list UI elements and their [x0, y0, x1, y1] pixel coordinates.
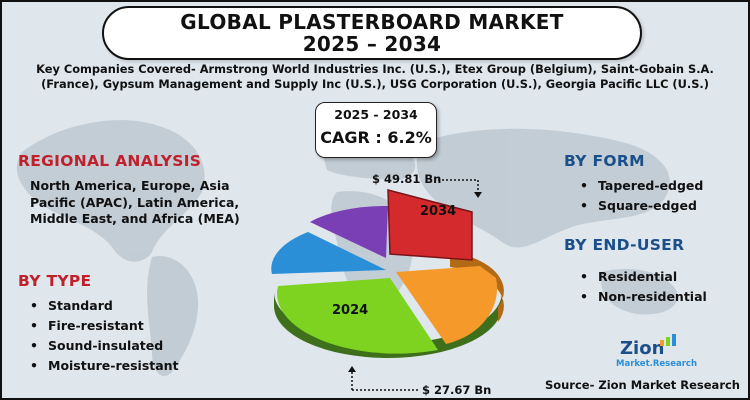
zion-logo-graphic: Zion Market.Research	[616, 334, 697, 369]
list-item: Square-edged	[580, 196, 703, 216]
by-form-list: Tapered-edged Square-edged	[580, 176, 703, 216]
title-line-2: 2025 – 2034	[302, 32, 442, 56]
callout-arrow-2034	[438, 179, 482, 198]
market-pie-graphic: 2034 2024	[271, 189, 504, 358]
list-item: Non-residential	[580, 287, 707, 307]
svg-text:Zion: Zion	[620, 338, 664, 359]
regional-analysis-heading: REGIONAL ANALYSIS	[18, 152, 202, 170]
callout-arrow-2024	[348, 366, 418, 391]
cagr-box: 2025 - 2034 CAGR : 6.2%	[315, 102, 437, 158]
svg-text:Market.Research: Market.Research	[616, 359, 697, 369]
by-form-heading: BY FORM	[564, 152, 645, 170]
cagr-period: 2025 - 2034	[334, 107, 418, 122]
zion-logo: Zion Market.Research	[612, 334, 698, 370]
by-type-heading: BY TYPE	[18, 272, 92, 290]
by-end-user-list: Residential Non-residential	[580, 267, 707, 307]
list-item: Sound-insulated	[30, 336, 179, 356]
list-item: Residential	[580, 267, 707, 287]
list-item: Moisture-resistant	[30, 356, 179, 376]
regional-analysis-text: North America, Europe, Asia Pacific (APA…	[30, 178, 240, 226]
pie-slice-red	[388, 190, 472, 260]
value-2034-callout: $ 49.81 Bn	[372, 172, 442, 186]
by-end-user-heading: BY END-USER	[564, 236, 685, 254]
cagr-value: CAGR : 6.2%	[320, 128, 432, 147]
pie-label-2034: 2034	[420, 204, 456, 219]
pie-slice-purple	[310, 205, 388, 258]
list-item: Fire-resistant	[30, 316, 179, 336]
source-text: Source- Zion Market Research	[544, 378, 740, 392]
value-2024-callout: $ 27.67 Bn	[422, 383, 492, 397]
by-type-list: Standard Fire-resistant Sound-insulated …	[30, 296, 179, 376]
key-companies-text: Key Companies Covered- Armstrong World I…	[36, 62, 714, 91]
pie-slice-green	[277, 278, 438, 354]
pie-label-2024: 2024	[332, 303, 368, 318]
title-banner: GLOBAL PLASTERBOARD MARKET 2025 – 2034	[102, 6, 642, 60]
pie-slice-blue	[271, 232, 386, 274]
list-item: Tapered-edged	[580, 176, 703, 196]
list-item: Standard	[30, 296, 179, 316]
title-line-1: GLOBAL PLASTERBOARD MARKET	[180, 10, 564, 34]
pie-slice-orange	[396, 266, 498, 344]
